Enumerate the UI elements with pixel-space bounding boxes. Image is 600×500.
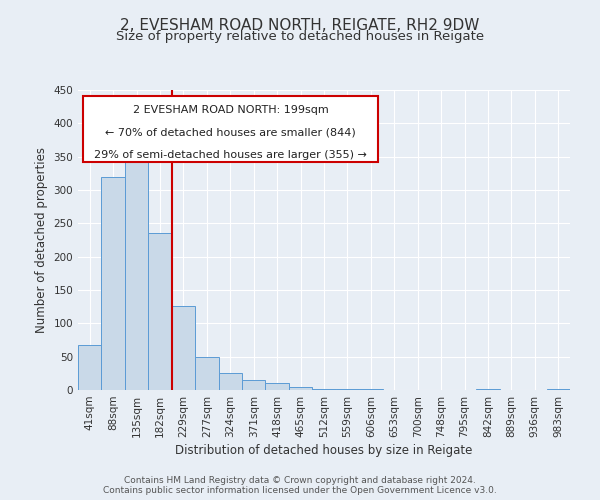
- Bar: [78, 344, 101, 390]
- Text: 2, EVESHAM ROAD NORTH, REIGATE, RH2 9DW: 2, EVESHAM ROAD NORTH, REIGATE, RH2 9DW: [121, 18, 479, 32]
- Bar: [148, 234, 172, 390]
- Text: ← 70% of detached houses are smaller (844): ← 70% of detached houses are smaller (84…: [105, 128, 356, 138]
- Bar: [195, 356, 218, 390]
- Bar: [218, 374, 242, 390]
- Bar: [172, 306, 195, 390]
- Bar: [125, 152, 148, 390]
- Y-axis label: Number of detached properties: Number of detached properties: [35, 147, 48, 333]
- X-axis label: Distribution of detached houses by size in Reigate: Distribution of detached houses by size …: [175, 444, 473, 457]
- FancyBboxPatch shape: [83, 96, 378, 162]
- Text: Contains public sector information licensed under the Open Government Licence v3: Contains public sector information licen…: [103, 486, 497, 495]
- Text: Size of property relative to detached houses in Reigate: Size of property relative to detached ho…: [116, 30, 484, 43]
- Text: 2 EVESHAM ROAD NORTH: 199sqm: 2 EVESHAM ROAD NORTH: 199sqm: [133, 105, 328, 115]
- Text: Contains HM Land Registry data © Crown copyright and database right 2024.: Contains HM Land Registry data © Crown c…: [124, 476, 476, 485]
- Text: 29% of semi-detached houses are larger (355) →: 29% of semi-detached houses are larger (…: [94, 150, 367, 160]
- Bar: [101, 176, 125, 390]
- Bar: [265, 384, 289, 390]
- Bar: [312, 388, 336, 390]
- Bar: [242, 380, 265, 390]
- Bar: [289, 386, 312, 390]
